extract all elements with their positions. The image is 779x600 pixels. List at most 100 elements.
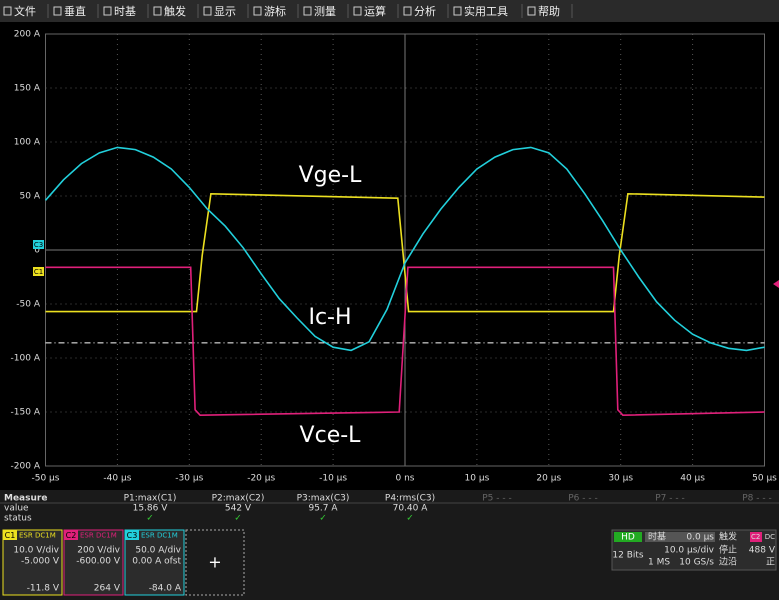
measure-value: 95.7 A (308, 504, 338, 514)
menu-item[interactable]: 时基 (114, 5, 136, 18)
waveform (45, 266, 765, 417)
y-tick-label: -100 A (11, 354, 41, 364)
menu-item[interactable]: 帮助 (538, 4, 560, 18)
add-button[interactable]: + (208, 553, 221, 572)
menu-item[interactable]: 运算 (364, 4, 386, 18)
measure-status: ✓ (406, 514, 414, 524)
y-tick-label: 0 (34, 246, 40, 256)
trigger-marker (773, 280, 779, 288)
y-tick-label: -150 A (11, 408, 41, 418)
time-div: 10.0 µs/div (664, 546, 715, 556)
trigger-source: C2 (751, 533, 760, 541)
menu-icon (527, 6, 536, 16)
menu-icon (253, 6, 262, 16)
y-tick-label: 100 A (14, 138, 41, 148)
channel-tag: DC1M (157, 532, 178, 540)
channel-tag-bg (33, 240, 44, 249)
menu-icon (203, 6, 212, 16)
x-tick-label: -30 µs (175, 474, 203, 484)
menu-item[interactable]: 文件 (14, 4, 36, 18)
channel-reading: -11.8 V (27, 584, 60, 594)
measure-status: ✓ (319, 514, 327, 524)
x-tick-label: 0 ns (396, 474, 415, 484)
x-tick-label: 10 µs (465, 474, 490, 484)
bits: 12 Bits (612, 551, 644, 561)
channel-reading: -84.0 A (149, 584, 182, 594)
measure-status: ✓ (234, 514, 242, 524)
trace-label: Ic-H (308, 305, 351, 330)
channel-tag: ESR (80, 532, 94, 540)
y-tick-label: 50 A (20, 192, 41, 202)
measure-value: 70.40 A (393, 504, 429, 514)
measure-title: Measure (4, 494, 47, 504)
channel-tag: C1 (34, 268, 43, 276)
hd-bg (614, 532, 642, 542)
y-tick-label: 200 A (14, 30, 41, 40)
trace-label: Vce-L (300, 423, 362, 448)
mode: HD (621, 533, 635, 543)
menu-item[interactable]: 实用工具 (464, 4, 508, 18)
menu-icon (103, 6, 112, 16)
state: 停止 (719, 544, 737, 556)
measure-param: P7 - - - (655, 494, 684, 504)
channel-box[interactable] (124, 529, 185, 596)
measure-param: P4:rms(C3) (385, 494, 435, 504)
menu-icon (153, 6, 162, 16)
channel-name-bg (3, 530, 17, 540)
trigger-title: 触发 (719, 531, 737, 543)
measure-param: P2:max(C2) (212, 494, 265, 504)
menu-item[interactable]: 显示 (214, 5, 236, 18)
measure-row-label: value (4, 504, 29, 514)
channel-tag: ESR (19, 532, 33, 540)
menu-item[interactable]: 游标 (264, 4, 286, 18)
x-tick-label: -50 µs (32, 474, 60, 484)
measure-value: 542 V (225, 504, 252, 514)
slope: 正 (766, 558, 775, 568)
channel-name: C2 (66, 531, 77, 540)
menu-icon (303, 6, 312, 16)
channel-tag: DC1M (96, 532, 117, 540)
channel-name-bg (64, 530, 78, 540)
y-tick-label: 150 A (14, 84, 41, 94)
menu-item[interactable]: 触发 (164, 4, 186, 18)
x-tick-label: -40 µs (103, 474, 131, 484)
x-tick-label: -20 µs (247, 474, 275, 484)
channel-offset: 0.00 A ofst (132, 557, 181, 567)
add-box[interactable] (185, 529, 245, 596)
channel-tag: ESR (141, 532, 155, 540)
measure-status: ✓ (146, 514, 154, 524)
trigger-type: 边沿 (719, 557, 737, 568)
measure-param: P5 - - - (482, 494, 511, 504)
channel-scale: 10.0 V/div (13, 546, 59, 556)
channel-scale: 200 V/div (77, 546, 120, 556)
memory: 1 MS (648, 558, 670, 568)
channel-offset: -5.000 V (21, 557, 60, 567)
plot-frame (45, 33, 765, 467)
menu-icon (353, 6, 362, 16)
x-tick-label: 50 µs (752, 474, 777, 484)
measure-row-label: status (4, 514, 32, 524)
trigger-coupling: DC (765, 533, 775, 541)
x-tick-label: 40 µs (680, 474, 705, 484)
channel-box[interactable] (2, 529, 63, 596)
menu-item[interactable]: 测量 (314, 5, 336, 18)
menu-item[interactable]: 分析 (414, 4, 436, 18)
channel-name-bg (125, 530, 139, 540)
waveform (45, 192, 765, 313)
timebase-title: 时基 (648, 531, 666, 543)
channel-box[interactable] (63, 529, 124, 596)
x-tick-label: 20 µs (536, 474, 561, 484)
menu-icon (53, 6, 62, 16)
channel-tag: DC1M (35, 532, 56, 540)
channel-name: C1 (5, 531, 16, 540)
trig-src-bg (750, 532, 762, 542)
channel-reading: 264 V (94, 584, 121, 594)
menu-item[interactable]: 垂直 (64, 4, 86, 18)
channel-offset: -600.00 V (76, 557, 121, 567)
tb-title-bg (645, 532, 715, 542)
measure-param: P1:max(C1) (124, 494, 177, 504)
y-tick-label: -50 A (16, 300, 41, 310)
menu-bar (0, 0, 779, 22)
